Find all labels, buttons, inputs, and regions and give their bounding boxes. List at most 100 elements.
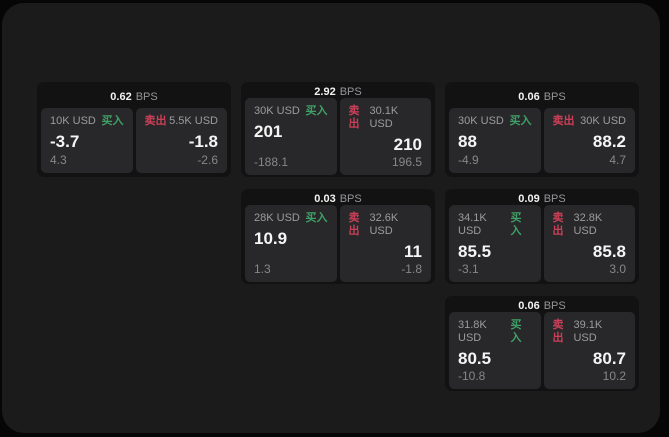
sell-change: -1.8 (401, 262, 422, 276)
buy-price: -3.7 (50, 132, 80, 151)
sell-change: 10.2 (602, 369, 626, 383)
bps-header: 0.03 BPS (245, 193, 431, 205)
buy-side-label: 买入 (509, 115, 532, 127)
sell-price: 88.2 (592, 132, 626, 151)
buy-price: 88 (458, 132, 477, 151)
quote-card-body: 30K USD 买入 88 -4.9 卖出 30K USD 88.2 4.7 (449, 108, 635, 173)
bps-header: 0.09 BPS (449, 193, 635, 205)
sell-side-label: 卖出 (552, 319, 564, 344)
bps-value: 0.06 (518, 300, 540, 312)
bps-value: 0.03 (314, 193, 336, 205)
quote-card: 0.03 BPS 28K USD 买入 10.9 1.3 卖出 32.6K US… (241, 189, 435, 284)
buy-price: 80.5 (458, 349, 492, 368)
sell-change: 3.0 (609, 262, 626, 276)
sell-panel[interactable]: 卖出 30K USD 88.2 4.7 (543, 108, 635, 173)
quote-card-body: 10K USD 买入 -3.7 4.3 卖出 5.5K USD -1.8 -2.… (41, 108, 227, 173)
sell-amount: 32.8K USD (573, 212, 603, 237)
sell-price: 11 (404, 242, 422, 261)
buy-panel-top: 28K USD 买入 (254, 212, 328, 225)
buy-panel[interactable]: 30K USD 买入 201 -188.1 (245, 98, 337, 175)
sell-price: 85.8 (592, 242, 626, 261)
buy-change: 4.3 (50, 153, 67, 167)
bps-value: 0.62 (110, 91, 132, 103)
sell-panel-top: 卖出 30K USD (553, 115, 627, 128)
sell-amount: 32.6K USD (369, 212, 399, 237)
buy-change: -10.8 (458, 369, 486, 383)
buy-panel[interactable]: 10K USD 买入 -3.7 4.3 (41, 108, 133, 173)
sell-panel-top: 卖出 32.6K USD (349, 212, 423, 238)
quote-card: 2.92 BPS 30K USD 买入 201 -188.1 卖出 30.1K … (241, 82, 435, 177)
sell-amount: 30.1K USD (369, 105, 399, 130)
sell-panel[interactable]: 卖出 32.8K USD 85.8 3.0 (543, 205, 635, 282)
buy-panel-top: 34.1K USD 买入 (458, 212, 532, 238)
bps-unit-label: BPS (543, 300, 566, 312)
sell-side-label: 卖出 (552, 115, 575, 127)
buy-change: -3.1 (458, 262, 479, 276)
sell-change: -2.6 (197, 153, 218, 167)
buy-change: -188.1 (254, 155, 289, 169)
quote-board: 0.62 BPS 10K USD 买入 -3.7 4.3 卖出 5.5K USD (2, 3, 660, 433)
quote-card-body: 31.8K USD 买入 80.5 -10.8 卖出 39.1K USD 80.… (449, 312, 635, 389)
bps-value: 2.92 (314, 86, 336, 98)
buy-price: 85.5 (458, 242, 492, 261)
buy-amount: 34.1K USD (458, 212, 487, 237)
sell-amount: 5.5K USD (169, 115, 218, 127)
buy-amount: 10K USD (50, 115, 96, 127)
buy-panel[interactable]: 34.1K USD 买入 85.5 -3.1 (449, 205, 541, 282)
sell-panel[interactable]: 卖出 5.5K USD -1.8 -2.6 (135, 108, 227, 173)
buy-side-label: 买入 (305, 105, 328, 117)
bps-unit-label: BPS (135, 91, 158, 103)
buy-side-label: 买入 (101, 115, 124, 127)
buy-side-label: 买入 (510, 319, 522, 344)
quote-card-body: 30K USD 买入 201 -188.1 卖出 30.1K USD 210 1… (245, 98, 431, 175)
bps-header: 0.06 BPS (449, 86, 635, 108)
quote-card: 0.09 BPS 34.1K USD 买入 85.5 -3.1 卖出 32.8K… (445, 189, 639, 284)
sell-panel[interactable]: 卖出 39.1K USD 80.7 10.2 (543, 312, 635, 389)
bps-unit-label: BPS (339, 86, 362, 98)
buy-panel-top: 31.8K USD 买入 (458, 319, 532, 345)
sell-change: 4.7 (609, 153, 626, 167)
sell-price: 80.7 (592, 349, 626, 368)
buy-change: 1.3 (254, 262, 271, 276)
buy-amount: 30K USD (458, 115, 504, 127)
bps-unit-label: BPS (543, 91, 566, 103)
quote-card: 0.62 BPS 10K USD 买入 -3.7 4.3 卖出 5.5K USD (37, 82, 231, 177)
sell-price: -1.8 (188, 132, 218, 151)
buy-amount: 28K USD (254, 212, 300, 224)
sell-panel-top: 卖出 30.1K USD (349, 105, 423, 131)
sell-panel[interactable]: 卖出 30.1K USD 210 196.5 (339, 98, 431, 175)
bps-header: 0.06 BPS (449, 300, 635, 312)
quote-card-body: 34.1K USD 买入 85.5 -3.1 卖出 32.8K USD 85.8… (449, 205, 635, 282)
buy-panel[interactable]: 30K USD 买入 88 -4.9 (449, 108, 541, 173)
bps-header: 2.92 BPS (245, 86, 431, 98)
buy-price: 10.9 (254, 229, 288, 248)
sell-price: 210 (393, 135, 422, 154)
buy-change: -4.9 (458, 153, 479, 167)
buy-panel-top: 10K USD 买入 (50, 115, 124, 128)
sell-amount: 39.1K USD (573, 319, 603, 344)
buy-panel[interactable]: 31.8K USD 买入 80.5 -10.8 (449, 312, 541, 389)
quote-card-body: 28K USD 买入 10.9 1.3 卖出 32.6K USD 11 -1.8 (245, 205, 431, 282)
bps-unit-label: BPS (339, 193, 362, 205)
buy-side-label: 买入 (510, 212, 522, 237)
buy-price: 201 (254, 122, 283, 141)
buy-panel[interactable]: 28K USD 买入 10.9 1.3 (245, 205, 337, 282)
quote-card: 0.06 BPS 31.8K USD 买入 80.5 -10.8 卖出 39.1… (445, 296, 639, 391)
sell-side-label: 卖出 (144, 115, 167, 127)
quote-card: 0.06 BPS 30K USD 买入 88 -4.9 卖出 30K USD (445, 82, 639, 177)
sell-panel[interactable]: 卖出 32.6K USD 11 -1.8 (339, 205, 431, 282)
bps-header: 0.62 BPS (41, 86, 227, 108)
buy-panel-top: 30K USD 买入 (254, 105, 328, 118)
buy-side-label: 买入 (305, 212, 328, 224)
sell-panel-top: 卖出 39.1K USD (553, 319, 627, 345)
bps-value: 0.06 (518, 91, 540, 103)
sell-side-label: 卖出 (348, 212, 360, 237)
bps-value: 0.09 (518, 193, 540, 205)
quote-cards-grid: 0.62 BPS 10K USD 买入 -3.7 4.3 卖出 5.5K USD (37, 82, 639, 391)
buy-amount: 30K USD (254, 105, 300, 117)
sell-amount: 30K USD (580, 115, 626, 127)
sell-panel-top: 卖出 32.8K USD (553, 212, 627, 238)
bps-unit-label: BPS (543, 193, 566, 205)
sell-side-label: 卖出 (348, 105, 360, 130)
buy-panel-top: 30K USD 买入 (458, 115, 532, 128)
